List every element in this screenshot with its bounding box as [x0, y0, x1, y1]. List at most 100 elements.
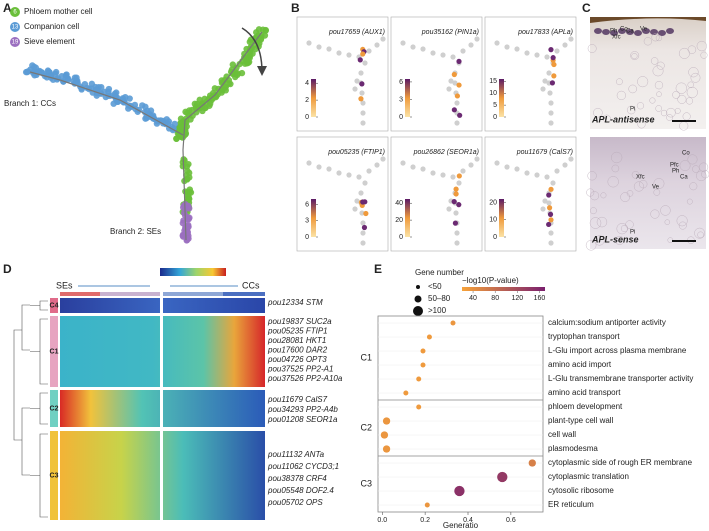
cell-dot	[548, 230, 554, 236]
cell-dot	[105, 85, 113, 93]
term-label: L-Glu import across plasma membrane	[548, 346, 687, 355]
cell-dot	[358, 190, 364, 196]
cell-dot	[44, 67, 52, 74]
expr-dot	[551, 73, 557, 79]
dot	[420, 348, 426, 354]
cell-dot	[494, 40, 500, 46]
expr-dot	[548, 47, 554, 53]
cell-dot	[374, 162, 380, 168]
cell-texture	[590, 207, 597, 215]
expr-dot	[452, 220, 459, 226]
expr-dot	[360, 51, 366, 57]
color-key	[160, 268, 226, 276]
cell-texture	[655, 105, 663, 112]
cell-texture	[686, 198, 693, 205]
expr-dot	[456, 173, 462, 179]
cell-dot	[359, 90, 365, 96]
cell-dot	[186, 174, 193, 181]
cluster-label: C3	[50, 472, 59, 479]
cell-dot	[185, 112, 193, 119]
cell-dot	[346, 172, 352, 178]
panel-letter: C	[582, 1, 591, 15]
gene-label: pou11132 ANTa	[267, 450, 325, 459]
dot	[497, 471, 508, 483]
term-label: amino acid import	[548, 360, 612, 369]
gene-label: pou17600 DAR2	[267, 346, 328, 355]
cell-dot	[362, 180, 368, 186]
tissue-label: Pi	[630, 107, 635, 113]
cell-dot	[262, 27, 269, 34]
cell-dot	[227, 80, 234, 88]
cell-dot	[410, 164, 416, 170]
feature-title: pou17833 (APLa)	[517, 29, 573, 36]
expr-dot	[550, 55, 556, 61]
color-legend	[462, 287, 545, 291]
size-key-label: <50	[428, 282, 442, 291]
group-label: C2	[360, 422, 372, 432]
cell-dot	[542, 198, 548, 204]
cell-dot	[218, 89, 225, 96]
expr-dot	[357, 57, 363, 63]
cell-texture	[611, 164, 620, 173]
stain-spot	[658, 30, 666, 36]
cell-dot	[453, 210, 459, 216]
gene-label: pou01208 SEOR1a	[267, 415, 338, 424]
cell-dot	[542, 78, 548, 84]
cell-dot	[241, 50, 248, 58]
colorbar-label: 6	[399, 79, 403, 86]
expr-dot	[546, 205, 553, 211]
cell-texture	[694, 227, 706, 239]
cell-texture	[602, 114, 611, 123]
tissue-label: Xfc	[636, 175, 645, 181]
cell-dot	[400, 40, 406, 46]
cell-texture	[626, 105, 636, 115]
cell-dot	[23, 68, 31, 76]
colorbar	[405, 79, 410, 117]
cell-texture	[587, 171, 597, 181]
size-key	[414, 295, 422, 303]
cell-dot	[514, 46, 520, 52]
cell-dot	[460, 48, 466, 54]
colorbar	[405, 199, 410, 237]
cell-texture	[633, 181, 644, 192]
colorbar-label: 20	[395, 217, 403, 224]
cell-texture	[637, 76, 649, 88]
legend-number: 19	[12, 40, 19, 46]
cell-dot	[440, 172, 446, 178]
cell-dot	[202, 104, 209, 112]
legend-label: Sieve element	[24, 37, 75, 46]
cell-texture	[630, 51, 640, 60]
cell-dot	[359, 210, 365, 216]
cell-texture	[611, 151, 623, 164]
cell-dot	[454, 230, 460, 236]
cell-dot	[514, 166, 520, 172]
cell-dot	[336, 50, 342, 56]
cell-dot	[246, 38, 254, 46]
cell-dot	[450, 54, 456, 60]
feature-title: pou17659 (AUX1)	[328, 29, 385, 36]
size-key-label: >100	[428, 306, 447, 315]
cell-dot	[366, 168, 372, 174]
gene-label: pou11679 CalS7	[267, 395, 328, 404]
state-bar	[223, 292, 265, 296]
cell-texture	[664, 219, 671, 225]
colorbar-label: 10	[489, 217, 497, 224]
cell-dot	[356, 174, 362, 180]
cell-dot	[205, 95, 212, 103]
cell-texture	[686, 86, 698, 98]
cell-texture	[676, 215, 688, 227]
cell-dot	[550, 180, 556, 186]
cell-dot	[568, 36, 574, 42]
cell-dot	[448, 78, 454, 84]
cell-dot	[456, 180, 462, 186]
dot	[426, 334, 432, 340]
cell-texture	[666, 114, 673, 121]
cell-dot	[474, 156, 480, 162]
cell-dot	[544, 174, 550, 180]
group-label: C3	[360, 478, 372, 488]
legend-label: Companion cell	[24, 22, 79, 31]
cell-dot	[460, 168, 466, 174]
cell-dot	[534, 52, 540, 58]
gene-label: pou05702 OPS	[267, 498, 323, 507]
cell-dot	[430, 170, 436, 176]
